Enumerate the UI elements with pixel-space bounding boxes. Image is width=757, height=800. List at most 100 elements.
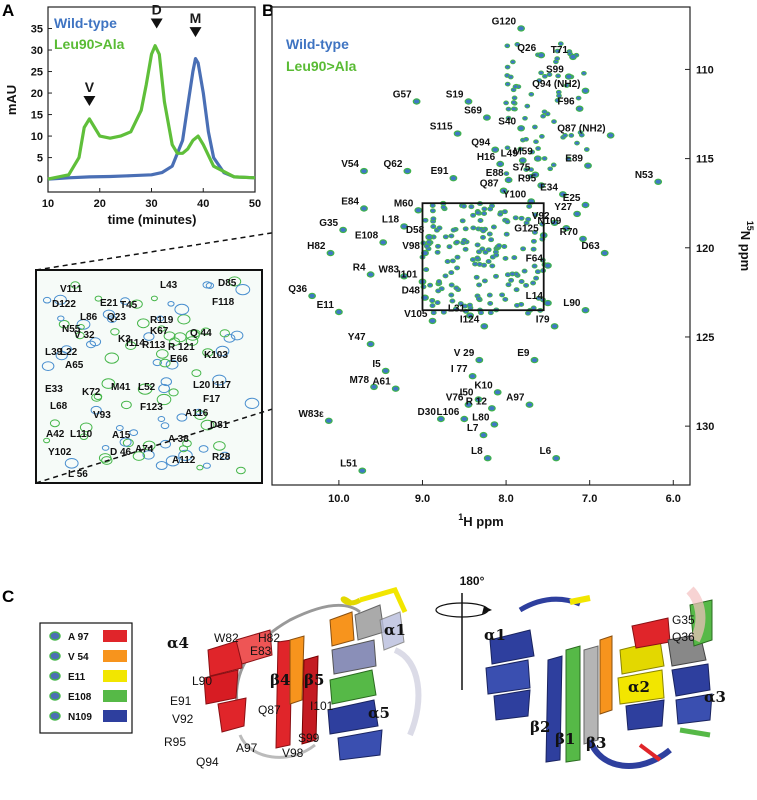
spectrum-peak [428, 317, 437, 325]
peak-assignment-label: Q36 [288, 284, 307, 295]
strand-segment [275, 639, 293, 749]
contour-peak [57, 315, 65, 322]
spectrum-peak [448, 233, 455, 239]
inset-residue-label: L86 [80, 312, 98, 323]
peak-assignment-label: V105 [404, 309, 428, 320]
spectrum-peak [475, 356, 484, 364]
spectrum-peak [470, 225, 477, 231]
inset-residue-label: Y102 [48, 447, 72, 458]
legend-peak-icon [49, 651, 61, 661]
helix-alpha2-right [617, 617, 671, 731]
contour-peak [125, 341, 137, 351]
y-tick-label: 125 [696, 332, 714, 344]
helix-segment [379, 611, 405, 651]
contour-peak [219, 329, 231, 338]
contour-peak [70, 281, 80, 289]
peak-assignment-label: V 29 [454, 348, 475, 359]
strand-segment [599, 635, 613, 715]
strand-segment [289, 635, 305, 705]
peak-assignment-label: V54 [341, 159, 359, 170]
contour-peak [157, 325, 166, 332]
contour-peak [169, 337, 181, 347]
contour-peak [167, 301, 175, 307]
inset-residue-label: T45 [120, 300, 138, 311]
panel-label-c: C [2, 587, 14, 606]
spectrum-peak [523, 282, 530, 288]
inset-residue-label: E33 [45, 384, 63, 395]
peak-assignment-label: V92 [532, 211, 550, 222]
spectrum-peak [468, 373, 477, 380]
contour-peak [196, 464, 204, 471]
peak-assignment-label: W83ε [298, 409, 324, 420]
inset-residue-label: V 32 [74, 330, 95, 341]
spectrum-peak [449, 258, 456, 264]
spectrum-peak [483, 455, 492, 462]
spectrum-peak [531, 263, 538, 269]
contour-peak [190, 329, 201, 338]
structure-label-left: L90 [192, 674, 212, 688]
peak-assignment-label: S75 [513, 163, 531, 174]
contour-peak [219, 451, 230, 460]
spectrum-peak [535, 146, 541, 151]
inset-residue-label: E21 [100, 298, 118, 309]
contour-peak [107, 315, 117, 324]
contour-peak [42, 296, 52, 304]
structure-label-right: β2 [530, 718, 550, 736]
x-tick-label: 40 [197, 198, 209, 210]
spectrum-peak [550, 219, 559, 226]
spectrum-peak [606, 132, 615, 139]
spectrum-peak [504, 145, 511, 151]
spectrum-peak [532, 124, 538, 130]
panel-label-a: A [2, 1, 14, 20]
spectrum-peak [511, 255, 518, 261]
peak-assignment-label: Q62 [383, 159, 402, 170]
peak-assignment-label: E84 [341, 197, 359, 208]
spectrum-peak [474, 242, 481, 248]
inset-residue-label: A65 [65, 360, 84, 371]
structure-label-left: H82 [258, 631, 280, 645]
inset-residue-label: V93 [93, 410, 111, 421]
spectrum-peak [491, 146, 500, 153]
contour-peak [98, 453, 112, 463]
spectrum-peak [366, 271, 375, 278]
peak-assignment-label: Q87 (NH2) [557, 123, 605, 134]
spectrum-peak [454, 239, 461, 245]
rotation-arrowhead-icon [482, 606, 492, 614]
spectrum-peak [436, 279, 442, 285]
legend-color-swatch [103, 630, 127, 642]
spectrum-peak [514, 42, 521, 47]
peak-assignment-label: E9 [517, 348, 530, 359]
spectrum-peak [504, 81, 511, 87]
spectrum-peak [556, 93, 562, 99]
spectrum-peak [400, 223, 409, 230]
spectrum-peak [502, 296, 509, 302]
spectrum-peak [540, 113, 546, 119]
peak-assignment-label: Q94 (NH2) [532, 79, 580, 90]
inset-residue-label: D122 [52, 299, 76, 310]
contour-peak [142, 450, 155, 460]
contour-peak [43, 437, 51, 444]
helix-segment [617, 669, 665, 705]
spectrum-peak [430, 224, 437, 229]
ribbon-loop [587, 738, 672, 769]
x-tick-label: 10 [42, 198, 54, 210]
y-tick-label: 110 [696, 64, 714, 76]
peak-assignment-label: H16 [477, 152, 496, 163]
inset-residue-label: K72 [82, 387, 101, 398]
inset-residue-label: A116 [185, 408, 209, 419]
structure-label-left: E91 [170, 694, 192, 708]
ribbon-loop-yellow [340, 596, 362, 606]
peak-assignment-label: G125 [514, 223, 539, 234]
spectrum-peak [489, 263, 496, 269]
inset-residue-label: L52 [138, 382, 156, 393]
structure-label-left: Q87 [258, 703, 281, 717]
spectrum-peak [533, 139, 539, 145]
spectrum-peak [425, 233, 434, 241]
spectrum-peak [434, 249, 441, 255]
inset-residue-label: R113 [142, 340, 166, 351]
structure-label-right: α2 [628, 678, 650, 696]
spectrum-peak [584, 162, 592, 169]
legend-peak-icon [49, 691, 61, 701]
peak-assignment-label: L49 [501, 148, 519, 159]
spectrum-peak [503, 171, 510, 176]
